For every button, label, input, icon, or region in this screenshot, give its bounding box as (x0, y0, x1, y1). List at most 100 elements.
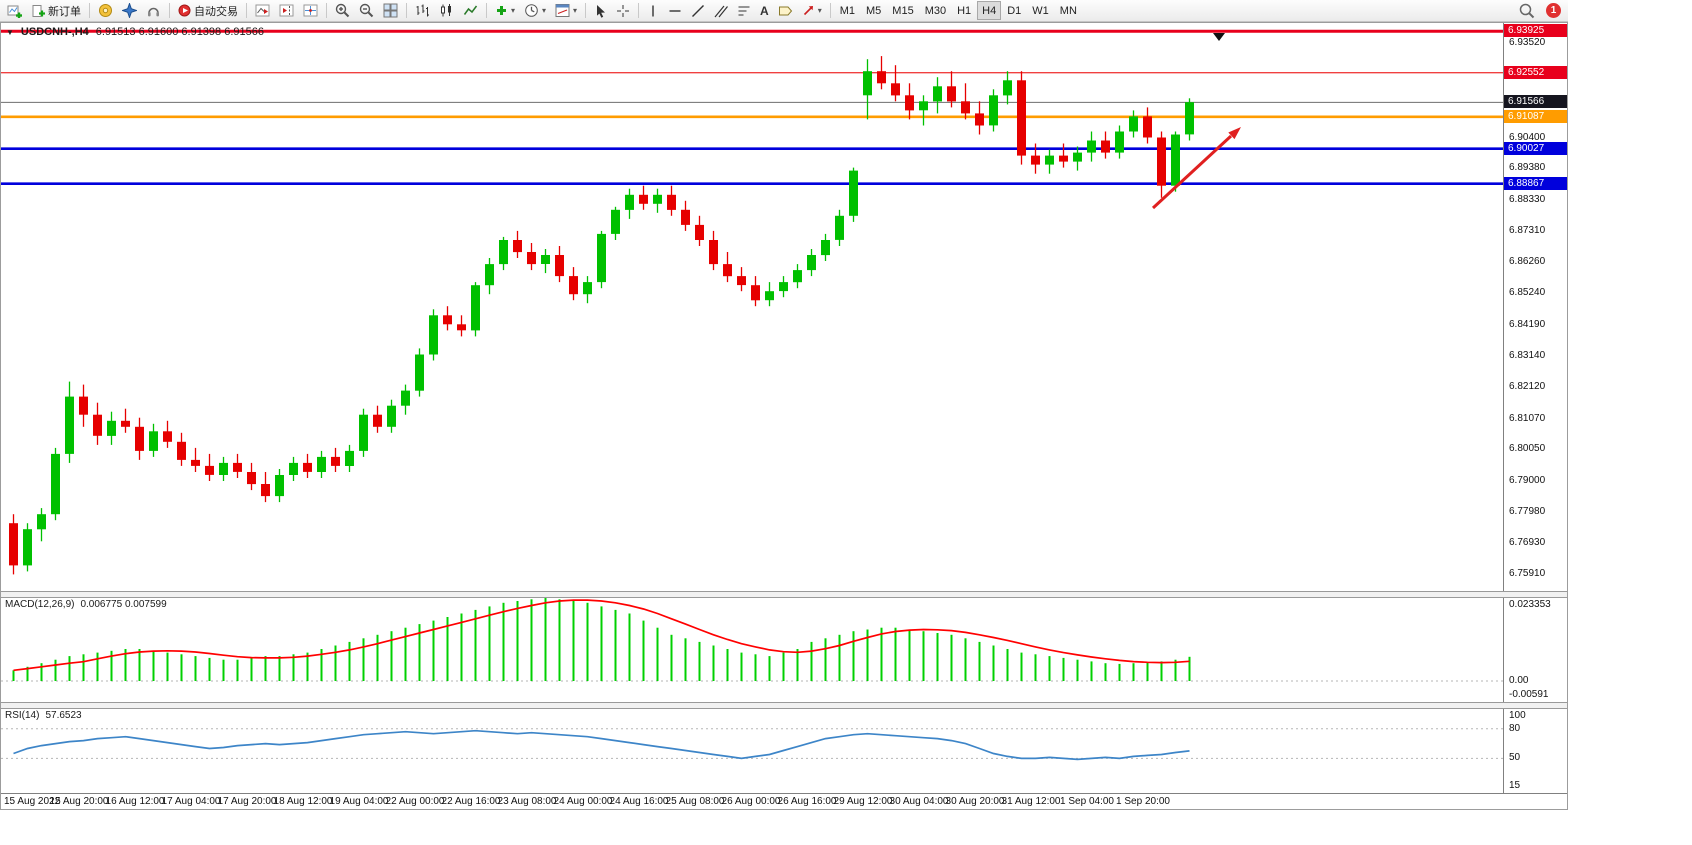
candle-body (891, 83, 900, 96)
data-window-button[interactable] (299, 1, 322, 20)
line-chart-icon (463, 5, 478, 15)
new-order-button[interactable]: 新订单 (28, 1, 85, 20)
date-label: 18 Aug 12:00 (273, 796, 333, 807)
bar-chart-button[interactable] (411, 1, 434, 20)
price-label-6.90027: 6.90027 (1504, 141, 1567, 155)
candle-body (219, 462, 228, 475)
macd-svg[interactable] (1, 598, 1503, 702)
date-label: 17 Aug 20:00 (217, 796, 277, 807)
timeframe-button-m1[interactable]: M1 (835, 1, 860, 20)
horizontal-line-icon (669, 9, 681, 12)
equidistant-channel-button[interactable] (710, 1, 732, 20)
timeframe-button-m30[interactable]: M30 (920, 1, 951, 20)
scroll-to-end-button[interactable] (251, 1, 274, 20)
candle-body (93, 414, 102, 436)
rsi-axis[interactable]: 100 80 50 15 (1503, 709, 1567, 793)
macd-axis[interactable]: 0.023353 0.00 -0.00591 (1503, 598, 1567, 702)
price-tick: 6.79000 (1509, 475, 1546, 487)
object-anchor-icon[interactable] (1213, 33, 1225, 41)
crosshair-button[interactable] (612, 1, 634, 20)
timeframe-button-m5[interactable]: M5 (861, 1, 886, 20)
candle-body (849, 170, 858, 216)
timeframe-button-d1[interactable]: D1 (1002, 1, 1026, 20)
chevron-down-icon: ▾ (817, 6, 822, 15)
candlestick-button[interactable] (435, 1, 458, 20)
zoom-out-button[interactable] (355, 1, 378, 20)
date-label: 24 Aug 16:00 (609, 796, 669, 807)
trendline-icon (692, 4, 705, 17)
navigator-button[interactable] (118, 1, 141, 20)
terminal-button[interactable] (142, 1, 165, 20)
auto-trading-button[interactable]: 自动交易 (174, 1, 242, 20)
new-order-label: 新订单 (48, 5, 81, 18)
price-axis[interactable]: 6.93520 6.90400 6.89380 6.88330 6.87310 6.862… (1503, 23, 1567, 591)
timeframe-button-mn[interactable]: MN (1055, 1, 1082, 20)
horizontal-line-button[interactable] (664, 1, 686, 20)
line-chart-button[interactable] (459, 1, 482, 20)
candle-body (555, 255, 564, 277)
candle-body (79, 396, 88, 415)
cursor-button[interactable] (590, 1, 611, 20)
scroll-to-end-icon (255, 4, 270, 17)
price-tick: 6.89380 (1509, 162, 1546, 174)
market-watch-button[interactable] (94, 1, 117, 20)
panel-splitter[interactable] (1, 591, 1567, 598)
candle-body (681, 209, 690, 225)
candle-body (1157, 137, 1166, 186)
macd-label: MACD(12,26,9) 0.006775 0.007599 (5, 599, 167, 610)
date-label: 26 Aug 16:00 (777, 796, 837, 807)
candle-body (205, 465, 214, 475)
tile-windows-button[interactable] (379, 1, 402, 20)
text-button[interactable]: A (756, 1, 773, 20)
timeframe-button-w1[interactable]: W1 (1027, 1, 1054, 20)
zoom-out-icon (359, 3, 374, 18)
candle-body (947, 86, 956, 102)
add-indicator-button[interactable]: ▾ (491, 1, 519, 20)
new-chart-button[interactable] (3, 1, 27, 20)
fibonacci-button[interactable] (733, 1, 755, 20)
candle-body (793, 270, 802, 283)
rsi-svg[interactable] (1, 709, 1503, 793)
periods-clock-icon (525, 4, 538, 17)
candle-body (163, 431, 172, 442)
timeframe-button-m15[interactable]: M15 (887, 1, 918, 20)
candle-body (485, 264, 494, 286)
timeframe-button-h4[interactable]: H4 (977, 1, 1002, 20)
date-label: 15 Aug 2022 (4, 796, 61, 807)
trend-arrow-line[interactable] (1151, 134, 1233, 210)
zoom-in-button[interactable] (331, 1, 354, 20)
candle-body (905, 95, 914, 111)
rsi-line (13, 729, 1190, 761)
date-label: 17 Aug 04:00 (161, 796, 221, 807)
arrow-tools-button[interactable]: ▾ (798, 1, 826, 20)
main-chart-svg[interactable] (1, 23, 1503, 591)
macd-panel: MACD(12,26,9) 0.006775 0.007599 0.023353… (1, 598, 1567, 702)
date-label: 19 Aug 04:00 (329, 796, 389, 807)
time-axis[interactable]: 15 Aug 2022 15 Aug 20:00 16 Aug 12:00 17 Au… (1, 793, 1567, 809)
candle-body (835, 215, 844, 240)
trend-arrow-head[interactable] (1228, 127, 1241, 140)
text-icon: A (760, 3, 769, 18)
date-label: 15 Aug 20:00 (49, 796, 109, 807)
timeframe-group: M1 M5 M15 M30 H1 H4 D1 W1 MN (835, 1, 1082, 20)
periods-button[interactable]: ▾ (520, 1, 550, 20)
main-toolbar: 新订单 自动交易 (0, 0, 1568, 22)
toolbar-separator (89, 3, 90, 18)
notification-badge[interactable]: 1 (1546, 3, 1561, 18)
candle-body (65, 396, 74, 454)
panel-splitter[interactable] (1, 702, 1567, 709)
template-button[interactable]: ▾ (551, 1, 581, 20)
text-label-button[interactable] (774, 1, 797, 20)
search-button[interactable] (1515, 1, 1539, 20)
rsi-axis-50: 50 (1509, 752, 1521, 764)
vertical-line-button[interactable] (643, 1, 663, 20)
trendline-button[interactable] (687, 1, 709, 20)
candle-body (275, 475, 284, 497)
price-label-6.92552: 6.92552 (1504, 65, 1567, 79)
collapse-triangle-icon[interactable]: ▼ (6, 27, 14, 37)
price-tick: 6.75910 (1509, 568, 1546, 580)
date-label: 22 Aug 00:00 (385, 796, 445, 807)
timeframe-button-h1[interactable]: H1 (952, 1, 976, 20)
candle-body (989, 95, 998, 126)
chart-shift-button[interactable] (275, 1, 298, 20)
